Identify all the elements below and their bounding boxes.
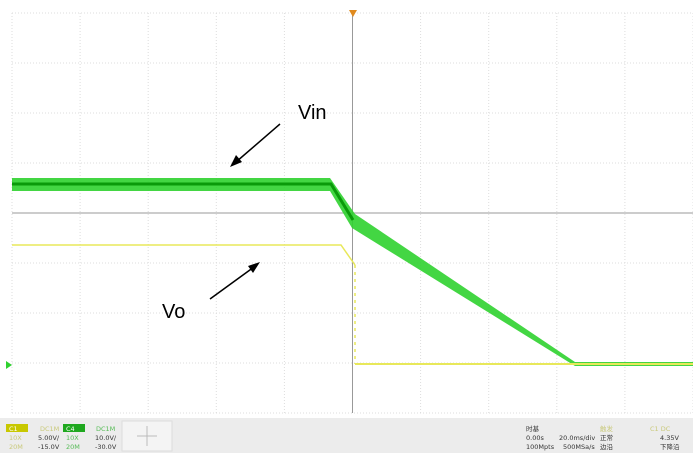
trigger-level: 4.35V (660, 434, 679, 442)
trigger-title: 触发 (600, 424, 614, 433)
vo-label: Vo (162, 301, 185, 323)
timebase-rate: 500MSa/s (563, 443, 595, 451)
c1-offset: -15.0V (38, 443, 60, 451)
c4-offset: -30.0V (95, 443, 117, 451)
c1-bw: 20M (9, 443, 23, 451)
c1-probe: 10X (9, 434, 22, 442)
c1-coupling: DC1M (40, 425, 59, 433)
c4-scale: 10.0V/ (95, 434, 117, 442)
trigger-source: C1 DC (650, 425, 671, 433)
trigger-mode: 正常 (600, 433, 613, 442)
c4-coupling: DC1M (96, 425, 115, 433)
vin-trace (12, 178, 693, 366)
vin-arrow (235, 123, 281, 163)
vo-arrowhead (248, 262, 260, 273)
channel-marker (6, 361, 12, 369)
timebase-delay: 0.00s (526, 434, 544, 442)
vin-label: Vin (298, 102, 327, 124)
c4-name: C4 (66, 425, 75, 433)
vin-trace-core (12, 182, 355, 221)
add-icon (137, 426, 157, 446)
trigger-type: 边沿 (600, 442, 614, 451)
c1-name: C1 (9, 425, 18, 433)
c4-tag (63, 424, 85, 432)
status-bar (0, 418, 693, 453)
timebase-depth: 100Mpts (526, 443, 555, 451)
timebase-title: 时基 (526, 424, 540, 433)
timebase-scale: 20.0ms/div (559, 434, 595, 442)
vin-arrowhead (230, 155, 242, 167)
vo-trace (12, 244, 356, 266)
trigger-marker (349, 10, 357, 17)
vo-arrow (209, 266, 255, 300)
c4-bw: 20M (66, 443, 80, 451)
trigger-slope: 下降沿 (660, 442, 680, 451)
c1-scale: 5.00V/ (38, 434, 60, 442)
c4-probe: 10X (66, 434, 79, 442)
c1-tag (6, 424, 28, 432)
